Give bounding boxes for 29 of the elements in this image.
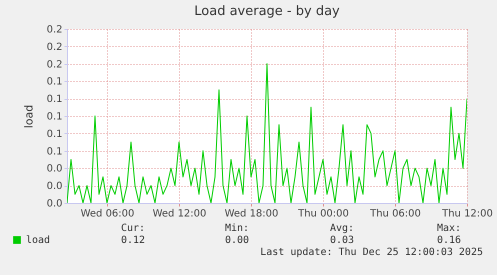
text: Avg: bbox=[330, 223, 354, 234]
y-tick-label: 0.2 bbox=[46, 24, 62, 36]
x-tick-label: Wed 18:00 bbox=[224, 208, 278, 220]
y-tick-label: 0.0 bbox=[46, 181, 62, 192]
y-tick-label: 0.1 bbox=[46, 128, 62, 140]
y-tick-label: 0.2 bbox=[46, 59, 62, 70]
y-tick-label: 0.1 bbox=[46, 112, 62, 122]
y-tick-label: 0.1 bbox=[46, 146, 62, 158]
y-tick-label: 0.0 bbox=[46, 164, 62, 175]
x-tick-label: Thu 12:00 bbox=[441, 208, 493, 220]
y-tick-label: 0.1 bbox=[46, 94, 62, 106]
y-tick-label: 0.2 bbox=[46, 42, 62, 53]
text: Min: bbox=[224, 223, 250, 234]
text: 0.16 bbox=[436, 235, 462, 246]
x-tick-label: Wed 06:00 bbox=[80, 208, 134, 220]
text: Max: bbox=[436, 223, 462, 234]
y-axis-title: load bbox=[22, 104, 36, 128]
chart-title: Load average - by day bbox=[194, 4, 340, 19]
text: Cur: bbox=[120, 223, 146, 234]
y-tick-label: 0.0 bbox=[46, 198, 62, 210]
legend-label: load bbox=[26, 235, 50, 246]
text: 0.00 bbox=[224, 235, 250, 246]
y-tick-label: 0.1 bbox=[46, 76, 62, 88]
text: 0.12 bbox=[120, 235, 146, 246]
x-tick-label: Wed 12:00 bbox=[152, 208, 206, 220]
text: Last update: Thu Dec 25 12:00:03 2025 bbox=[260, 247, 483, 258]
text: 0.03 bbox=[330, 235, 354, 246]
x-tick-label: Thu 00:00 bbox=[297, 208, 349, 220]
x-tick-label: Thu 06:00 bbox=[369, 208, 421, 220]
